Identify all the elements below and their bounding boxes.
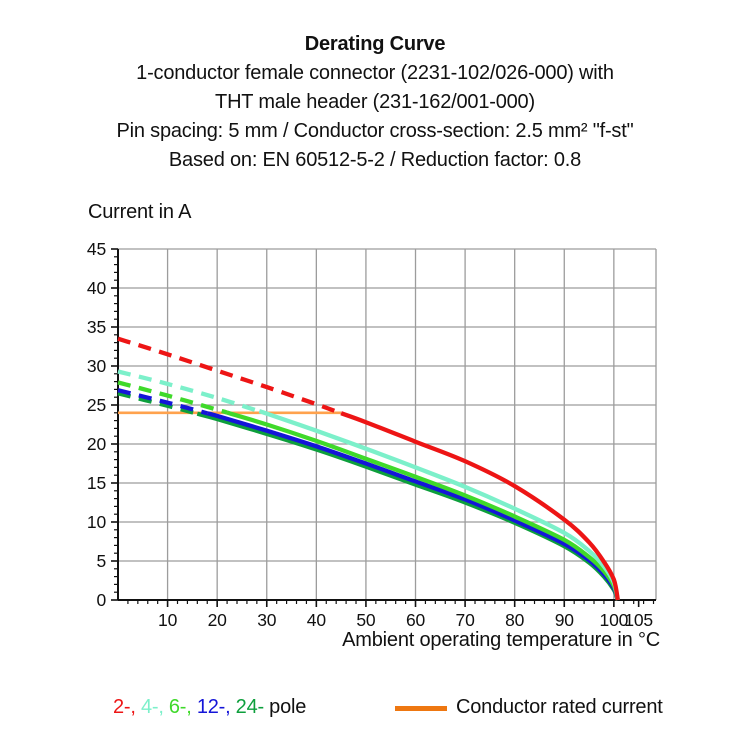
x-tick-label: 105 xyxy=(624,610,653,630)
x-tick-label: 10 xyxy=(158,610,178,630)
x-tick-label: 30 xyxy=(257,610,277,630)
x-tick-label: 70 xyxy=(456,610,476,630)
curve-6-pole-dashed xyxy=(117,380,228,415)
x-tick-label: 90 xyxy=(555,610,575,630)
x-tick-label: 60 xyxy=(406,610,426,630)
curve-4-pole-dashed xyxy=(117,369,260,414)
x-tick-label: 80 xyxy=(505,610,525,630)
curve-24-pole xyxy=(196,411,620,601)
rated-current-legend-label: Conductor rated current xyxy=(456,696,663,718)
x-tick-label: 100 xyxy=(600,610,629,630)
chart-subtitle-basis: Based on: EN 60512-5-2 / Reduction facto… xyxy=(168,149,582,171)
curve-2-pole-dashed xyxy=(117,336,342,416)
legend-pole-item-6: 6-, xyxy=(168,696,192,718)
x-axis-title: Ambient operating temperature in °C xyxy=(342,629,660,651)
y-tick-label: 20 xyxy=(87,434,107,454)
y-tick-label: 35 xyxy=(87,317,106,337)
chart-legend: 2-, 4-, 6-, 12-, 24- pole Conductor rated cur… xyxy=(0,694,750,726)
legend-pole-item-12: 12-, xyxy=(196,696,231,718)
x-tick-label: 40 xyxy=(307,610,327,630)
chart-title-block: Derating Curve 1-conductor female connec… xyxy=(0,30,750,175)
y-tick-label: 45 xyxy=(87,239,106,259)
y-tick-label: 40 xyxy=(87,278,107,298)
curve-6-pole xyxy=(226,410,620,601)
y-axis-title: Current in A xyxy=(88,201,192,223)
x-tick-label: 20 xyxy=(208,610,228,630)
legend-pole-items: 2-, 4-, 6-, 12-, 24- pole xyxy=(113,696,311,719)
chart-subtitle-spec: Pin spacing: 5 mm / Conductor cross-sect… xyxy=(116,120,634,142)
legend-pole-suffix: pole xyxy=(269,696,307,718)
chart-subtitle-connector: 1-conductor female connector (2231-102/0… xyxy=(136,62,614,84)
y-tick-label: 30 xyxy=(87,356,107,376)
legend-pole-item-24: 24- xyxy=(235,696,265,718)
chart-subtitle-header: THT male header (231-162/001-000) xyxy=(215,91,535,113)
y-tick-label: 10 xyxy=(87,512,107,532)
y-tick-label: 5 xyxy=(96,551,106,571)
legend-pole-item-2: 2-, xyxy=(113,696,136,718)
y-tick-label: 25 xyxy=(87,395,106,415)
x-tick-label: 50 xyxy=(356,610,376,630)
curve-2-pole xyxy=(340,411,620,601)
y-tick-label: 15 xyxy=(87,473,106,493)
y-tick-label: 0 xyxy=(96,590,106,610)
curve-12-pole-dashed xyxy=(117,388,208,416)
rated-current-legend-line xyxy=(395,706,447,711)
curve-24-pole-dashed xyxy=(117,391,198,416)
legend-pole-item-4: 4-, xyxy=(140,696,164,718)
curve-4-pole xyxy=(258,409,620,601)
chart-title: Derating Curve xyxy=(304,33,446,55)
